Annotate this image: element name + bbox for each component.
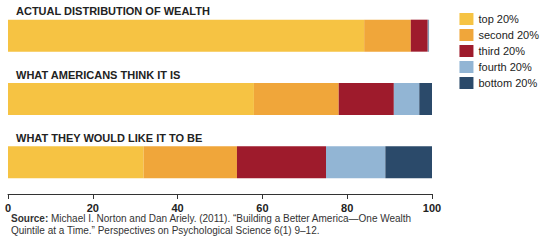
svg-text:bottom 20%: bottom 20% — [478, 77, 537, 89]
svg-text:top 20%: top 20% — [478, 13, 519, 25]
svg-text:100: 100 — [423, 202, 441, 214]
svg-text:fourth 20%: fourth 20% — [478, 61, 531, 73]
svg-text:60: 60 — [256, 201, 269, 214]
svg-text:second 20%: second 20% — [478, 29, 539, 41]
svg-text:Source:: Source: — [11, 213, 48, 224]
svg-text:20: 20 — [86, 201, 99, 214]
svg-text:third 20%: third 20% — [478, 45, 525, 57]
svg-text:0: 0 — [4, 201, 12, 214]
svg-text:Quintile at a Time.” Perspecti: Quintile at a Time.” Perspectives on Psy… — [11, 225, 320, 236]
svg-text:Michael I. Norton and Dan Arie: Michael I. Norton and Dan Ariely. (2011)… — [48, 213, 411, 224]
svg-text:WHAT AMERICANS THINK IT IS: WHAT AMERICANS THINK IT IS — [16, 69, 180, 81]
svg-text:WHAT THEY WOULD LIKE IT TO BE: WHAT THEY WOULD LIKE IT TO BE — [16, 132, 202, 144]
svg-text:80: 80 — [341, 201, 354, 214]
svg-text:ACTUAL DISTRIBUTION OF WEALTH: ACTUAL DISTRIBUTION OF WEALTH — [16, 5, 210, 17]
svg-text:40: 40 — [171, 201, 184, 214]
